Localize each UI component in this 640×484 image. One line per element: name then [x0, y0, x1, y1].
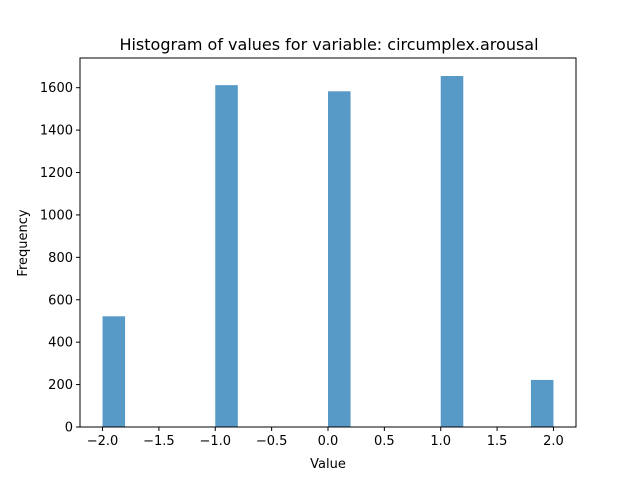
- bars-layer: [102, 76, 554, 427]
- x-tick-label: 1.0: [430, 434, 451, 449]
- histogram-bar-2: [328, 91, 351, 427]
- y-tick-label: 400: [48, 336, 73, 351]
- y-tick-label: 0: [65, 421, 73, 436]
- histogram-bar-1: [215, 85, 238, 427]
- histogram-bar-4: [530, 379, 554, 427]
- axes-layer: −2.0 −1.5 −1.0 −0.5 0.0 0.5 1.0 1.5 2.0 0 200 400 60…: [40, 57, 577, 449]
- x-tick-label: −1.0: [199, 434, 231, 449]
- y-tick-label: 200: [48, 378, 73, 393]
- x-tick-label: −0.5: [256, 434, 288, 449]
- x-tick-label: 2.0: [543, 434, 564, 449]
- chart-title: Histogram of values for variable: circum…: [119, 35, 538, 54]
- y-tick-label: 800: [48, 251, 73, 266]
- y-tick-label: 1000: [40, 208, 73, 223]
- y-axis-label: Frequency: [16, 209, 31, 276]
- y-tick-label: 600: [48, 293, 73, 308]
- x-tick-label: −2.0: [87, 434, 119, 449]
- x-axis-label: Value: [310, 457, 346, 472]
- x-tick-label: −1.5: [143, 434, 175, 449]
- x-tick-label: 0.5: [374, 434, 395, 449]
- y-tick-label: 1200: [40, 166, 73, 181]
- x-tick-label: 1.5: [487, 434, 508, 449]
- x-tick-label: 0.0: [318, 434, 339, 449]
- y-tick-label: 1400: [40, 124, 73, 139]
- y-tick-label: 1600: [40, 81, 73, 96]
- histogram-bar-0: [102, 316, 126, 427]
- histogram-bar-3: [440, 76, 464, 427]
